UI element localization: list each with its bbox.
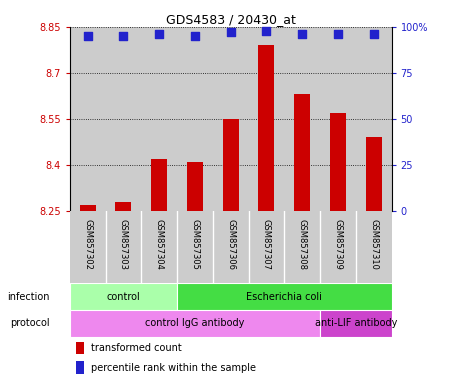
Point [84, 33, 91, 39]
Bar [105, 27, 141, 211]
Bar [248, 27, 284, 211]
Point [263, 28, 270, 34]
Bar [76, 342, 84, 354]
Text: GSM857307: GSM857307 [262, 220, 271, 270]
Bar [320, 310, 392, 337]
Text: transformed count: transformed count [90, 343, 181, 353]
Bar [70, 310, 320, 337]
Point [298, 31, 306, 37]
Text: infection: infection [8, 292, 50, 302]
Text: GSM857309: GSM857309 [333, 220, 342, 270]
Text: GSM857304: GSM857304 [155, 220, 164, 270]
Bar [177, 283, 392, 310]
Point [370, 31, 377, 37]
Text: GSM857305: GSM857305 [190, 220, 199, 270]
Bar [151, 159, 167, 211]
Bar [115, 202, 131, 211]
Text: protocol: protocol [10, 318, 50, 328]
Bar [330, 113, 346, 211]
Bar [356, 27, 392, 211]
Text: control: control [107, 292, 140, 302]
Text: GSM857308: GSM857308 [297, 220, 306, 270]
Bar [70, 27, 105, 211]
Text: GSM857306: GSM857306 [226, 220, 235, 270]
Bar [177, 27, 213, 211]
Point [334, 31, 342, 37]
Bar [258, 45, 274, 211]
Text: GSM857310: GSM857310 [369, 220, 378, 270]
Point [191, 33, 198, 39]
Bar [70, 283, 177, 310]
Bar [141, 27, 177, 211]
Text: anti-LIF antibody: anti-LIF antibody [315, 318, 397, 328]
Bar [320, 27, 356, 211]
Bar [284, 27, 320, 211]
Bar [80, 205, 96, 211]
Title: GDS4583 / 20430_at: GDS4583 / 20430_at [166, 13, 296, 26]
Text: control IgG antibody: control IgG antibody [145, 318, 244, 328]
Point [227, 29, 234, 35]
Text: GSM857303: GSM857303 [119, 220, 128, 270]
Bar [365, 137, 382, 211]
Text: GSM857302: GSM857302 [83, 220, 92, 270]
Bar [223, 119, 238, 211]
Text: Escherichia coli: Escherichia coli [246, 292, 322, 302]
Text: percentile rank within the sample: percentile rank within the sample [90, 362, 256, 372]
Bar [294, 94, 310, 211]
Point [156, 31, 163, 37]
Point [120, 33, 127, 39]
Bar [76, 361, 84, 374]
Bar [213, 27, 248, 211]
Bar [187, 162, 203, 211]
